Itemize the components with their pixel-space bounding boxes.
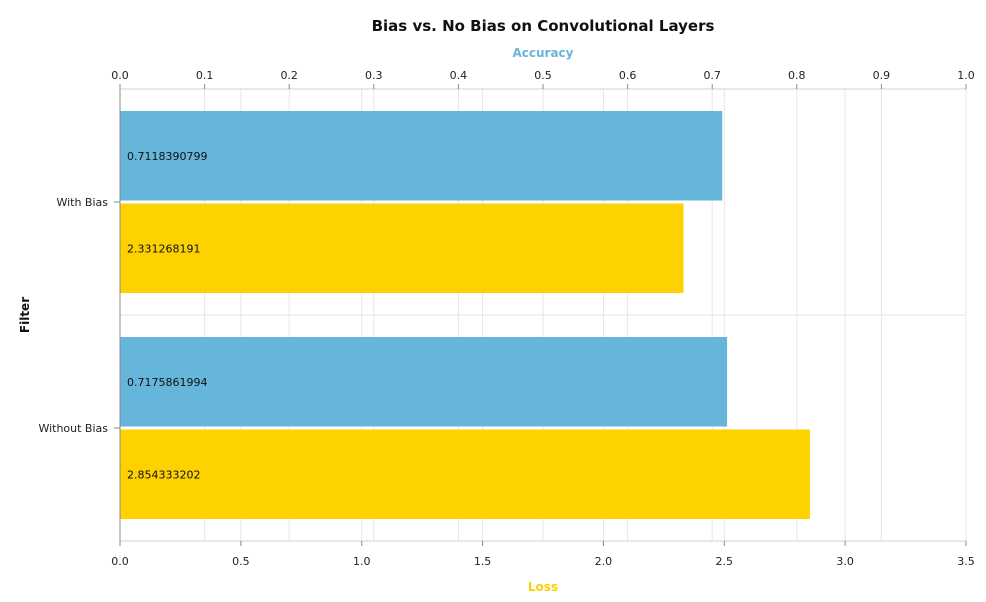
top-tick-label-2: 0.2 — [280, 69, 298, 82]
y-axis-title: Filter — [18, 297, 32, 333]
top-axis-title: Accuracy — [512, 46, 573, 60]
value-label-accuracy-0: 0.7118390799 — [127, 150, 207, 163]
bar-accuracy-1 — [120, 337, 728, 427]
category-label-1: Without Bias — [38, 422, 108, 435]
bottom-tick-label-2: 1.0 — [353, 555, 371, 568]
value-labels: 0.7118390799 0.7175861994 2.331268191 2.854… — [127, 150, 207, 482]
value-label-loss-0: 2.331268191 — [127, 242, 200, 255]
bar-loss-0 — [120, 203, 684, 293]
top-axis-ticks: 0.0 0.1 0.2 0.3 0.4 0.5 0.6 0.7 0.8 0.9 1.0 — [111, 69, 975, 89]
top-tick-label-8: 0.8 — [788, 69, 806, 82]
chart-title: Bias vs. No Bias on Convolutional Layers — [372, 17, 715, 35]
top-tick-label-0: 0.0 — [111, 69, 129, 82]
top-tick-label-10: 1.0 — [957, 69, 975, 82]
top-tick-label-4: 0.4 — [450, 69, 468, 82]
bottom-tick-label-5: 2.5 — [716, 555, 734, 568]
bottom-tick-label-0: 0.0 — [111, 555, 129, 568]
bottom-axis-title: Loss — [528, 580, 558, 594]
category-label-0: With Bias — [56, 196, 108, 209]
top-tick-label-6: 0.6 — [619, 69, 637, 82]
top-tick-label-7: 0.7 — [703, 69, 721, 82]
bottom-tick-label-3: 1.5 — [474, 555, 492, 568]
value-label-loss-1: 2.854333202 — [127, 468, 200, 481]
bottom-tick-label-6: 3.0 — [836, 555, 854, 568]
top-tick-label-9: 0.9 — [873, 69, 891, 82]
top-tick-label-1: 0.1 — [196, 69, 214, 82]
bottom-axis-ticks: 0.0 0.5 1.0 1.5 2.0 2.5 3.0 3.5 — [111, 541, 975, 568]
bars — [120, 111, 810, 519]
top-tick-label-5: 0.5 — [534, 69, 552, 82]
top-tick-label-3: 0.3 — [365, 69, 383, 82]
bar-accuracy-0 — [120, 111, 723, 201]
value-label-accuracy-1: 0.7175861994 — [127, 376, 207, 389]
bottom-tick-label-1: 0.5 — [232, 555, 250, 568]
category-labels: With Bias Without Bias — [38, 196, 120, 435]
bottom-tick-label-4: 2.0 — [595, 555, 613, 568]
bottom-tick-label-7: 3.5 — [957, 555, 975, 568]
bar-loss-1 — [120, 429, 810, 519]
